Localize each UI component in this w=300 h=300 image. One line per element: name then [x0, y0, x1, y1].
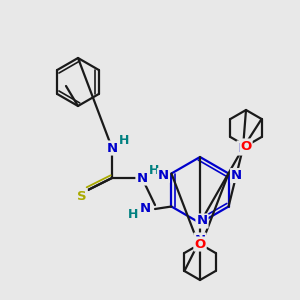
Text: O: O: [194, 238, 206, 250]
Text: S: S: [77, 190, 87, 202]
Text: N: N: [231, 169, 242, 182]
Text: N: N: [194, 233, 206, 247]
Text: O: O: [240, 140, 252, 152]
Text: H: H: [128, 208, 138, 221]
Text: N: N: [196, 214, 208, 227]
Text: H: H: [149, 164, 159, 176]
Text: N: N: [140, 202, 151, 215]
Text: N: N: [136, 172, 148, 184]
Text: N: N: [237, 142, 249, 154]
Text: N: N: [106, 142, 118, 154]
Text: N: N: [158, 169, 169, 182]
Text: H: H: [119, 134, 129, 146]
